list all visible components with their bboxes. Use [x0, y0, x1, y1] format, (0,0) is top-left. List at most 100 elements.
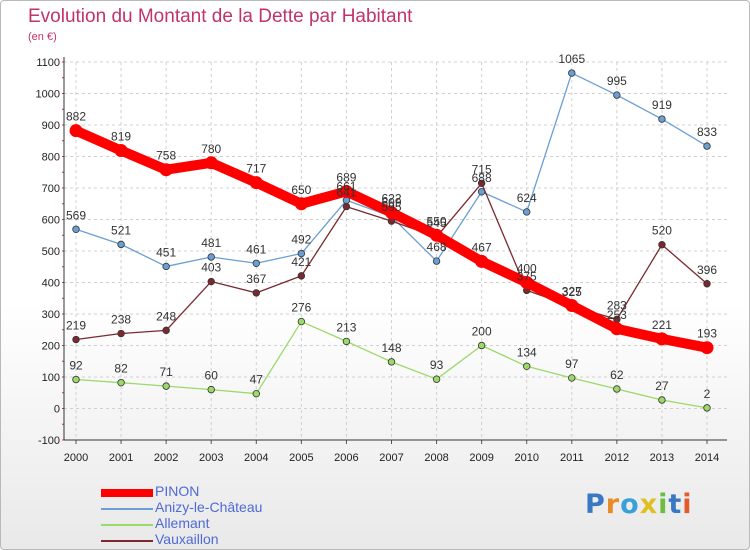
data-label: 758: [156, 149, 176, 163]
data-point: [703, 280, 711, 288]
x-tick-label: 2013: [650, 452, 674, 464]
data-point: [432, 375, 441, 383]
y-tick-label: 1100: [36, 57, 60, 69]
data-point: [523, 362, 531, 370]
data-point: [207, 277, 215, 286]
data-point: [477, 341, 486, 350]
data-label: 219: [66, 319, 86, 333]
data-label: 421: [291, 255, 311, 269]
data-label: 521: [111, 223, 131, 237]
chart-title: Evolution du Montant de la Dette par Hab…: [28, 6, 413, 27]
data-label: 995: [607, 74, 627, 88]
data-label: 396: [697, 263, 717, 277]
data-point: [69, 124, 83, 138]
data-label: 688: [472, 171, 492, 185]
y-tick-label: 500: [42, 246, 60, 258]
unit-label: (en €): [28, 31, 57, 43]
data-point: [655, 332, 669, 346]
data-point: [700, 341, 714, 355]
x-tick-label: 2006: [334, 452, 358, 464]
x-tick-label: 2004: [244, 452, 268, 464]
x-tick-label: 2010: [514, 452, 538, 464]
x-tick-label: 2008: [424, 452, 448, 464]
data-point: [432, 257, 441, 265]
data-label: 650: [291, 183, 311, 197]
y-tick-label: 800: [42, 152, 60, 164]
data-point: [114, 144, 128, 158]
data-point: [520, 276, 534, 289]
data-point: [658, 115, 666, 123]
data-label: 1065: [558, 52, 585, 66]
data-point: [477, 179, 486, 187]
data-label: 92: [69, 359, 83, 373]
data-point: [252, 259, 260, 267]
data-point: [162, 326, 170, 335]
data-label: 238: [111, 313, 131, 327]
data-point: [204, 156, 218, 170]
data-point: [162, 262, 170, 271]
data-point: [339, 184, 353, 198]
data-label: 481: [201, 236, 221, 250]
data-point: [565, 298, 579, 312]
data-point: [294, 197, 308, 211]
legend-label: Allemant: [155, 515, 210, 531]
data-label: 27: [655, 379, 669, 393]
data-label: 661: [336, 179, 356, 193]
data-label: 492: [291, 233, 311, 247]
data-point: [162, 382, 170, 390]
data-label: 2: [704, 387, 711, 401]
data-label: 82: [114, 362, 128, 376]
x-tick-label: 2003: [199, 452, 223, 464]
data-label: 47: [250, 373, 264, 387]
data-label: 622: [381, 192, 401, 206]
data-point: [297, 317, 306, 326]
data-label: 882: [66, 110, 86, 124]
data-label: 461: [246, 242, 266, 256]
data-label: 253: [607, 308, 627, 322]
data-point: [117, 240, 125, 249]
data-label: 213: [336, 320, 356, 334]
x-tick-label: 2007: [379, 452, 403, 464]
data-point: [385, 206, 398, 220]
data-point: [703, 404, 711, 412]
x-tick-label: 2011: [560, 452, 584, 464]
data-label: 97: [565, 357, 579, 371]
data-point: [387, 358, 396, 366]
legend-swatch: [101, 540, 153, 542]
data-point: [610, 322, 624, 336]
data-label: 609: [381, 196, 401, 210]
data-label: 569: [66, 208, 86, 222]
legend-swatch: [101, 508, 153, 510]
x-tick-label: 2009: [469, 452, 493, 464]
y-tick-label: 0: [54, 404, 60, 416]
data-point: [297, 272, 306, 280]
data-point: [342, 202, 351, 211]
x-tick-label: 2000: [64, 452, 88, 464]
y-tick-label: 100: [42, 372, 60, 384]
data-point: [568, 69, 576, 77]
data-point: [159, 163, 173, 177]
x-tick-label: 2001: [109, 452, 133, 464]
data-label: 520: [652, 224, 672, 238]
legend-label: PINON: [155, 483, 200, 499]
y-tick-label: 300: [42, 309, 60, 321]
data-label: 819: [111, 130, 131, 144]
x-tick-label: 2012: [605, 452, 629, 464]
data-label: 367: [246, 272, 266, 286]
x-tick-label: 2014: [695, 452, 719, 464]
data-point: [613, 91, 621, 99]
data-point: [117, 329, 125, 338]
legend-label: Anizy-le-Château: [155, 499, 263, 515]
y-tick-label: 700: [42, 183, 60, 195]
data-label: 193: [697, 327, 717, 341]
y-tick-label: 200: [42, 341, 60, 353]
data-label: 689: [336, 170, 356, 184]
data-label: 148: [381, 341, 401, 355]
data-point: [207, 253, 215, 261]
data-label: 641: [336, 186, 356, 200]
data-label: 545: [427, 216, 447, 230]
data-point: [117, 378, 125, 387]
proxiti-logo: Proxiti: [585, 489, 693, 520]
legend-label: Vauxaillon: [155, 531, 219, 547]
